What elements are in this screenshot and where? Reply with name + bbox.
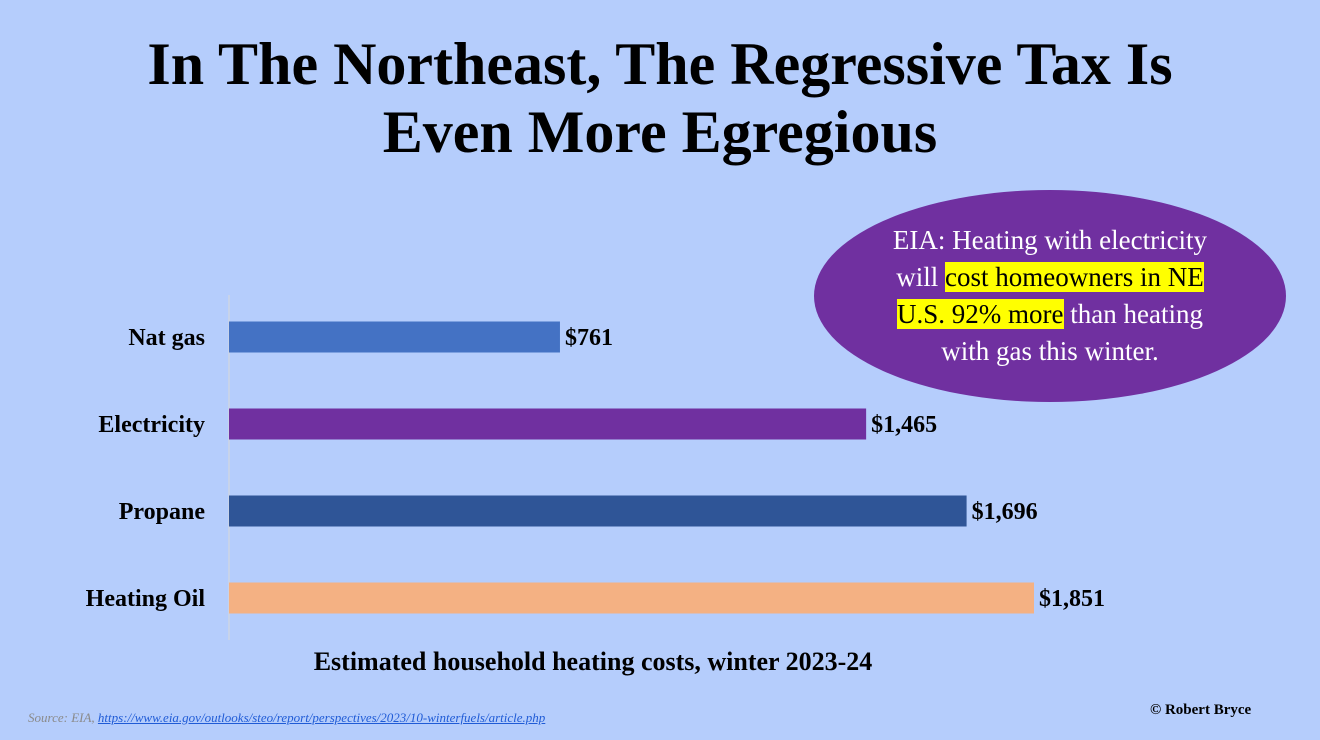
source-note: Source: EIA, https://www.eia.gov/outlook… [28,710,545,726]
source-link[interactable]: https://www.eia.gov/outlooks/steo/report… [97,710,546,725]
title-line-2: Even More Egregious [382,99,938,165]
credit-text: © Robert Bryce [1150,702,1252,718]
bar [229,321,560,353]
category-label: Heating Oil [86,586,206,612]
source-prefix: Source: EIA, [28,710,98,725]
x-axis-label: Estimated household heating costs, winte… [314,647,873,676]
callout-text-part2: than heating with gas this winter. [941,299,1203,366]
bar [229,495,967,527]
data-label: $1,851 [1039,586,1105,612]
category-label: Nat gas [128,325,205,351]
category-label: Propane [119,499,206,525]
title-line-1: In The Northeast, The Regressive Tax Is [147,31,1173,97]
data-label: $1,696 [972,499,1038,525]
bar [229,582,1034,614]
callout-text-part1: EIA: Heating with electricity will [892,225,1208,292]
data-label: $1,465 [871,412,937,438]
data-label: $761 [565,325,613,351]
callout-text: EIA: Heating with electricity will cost … [885,222,1215,370]
bar [229,408,867,440]
callout-ellipse: EIA: Heating with electricity will cost … [814,190,1286,402]
page-title: In The Northeast, The Regressive Tax Is … [0,30,1320,166]
category-label: Electricity [98,412,205,438]
